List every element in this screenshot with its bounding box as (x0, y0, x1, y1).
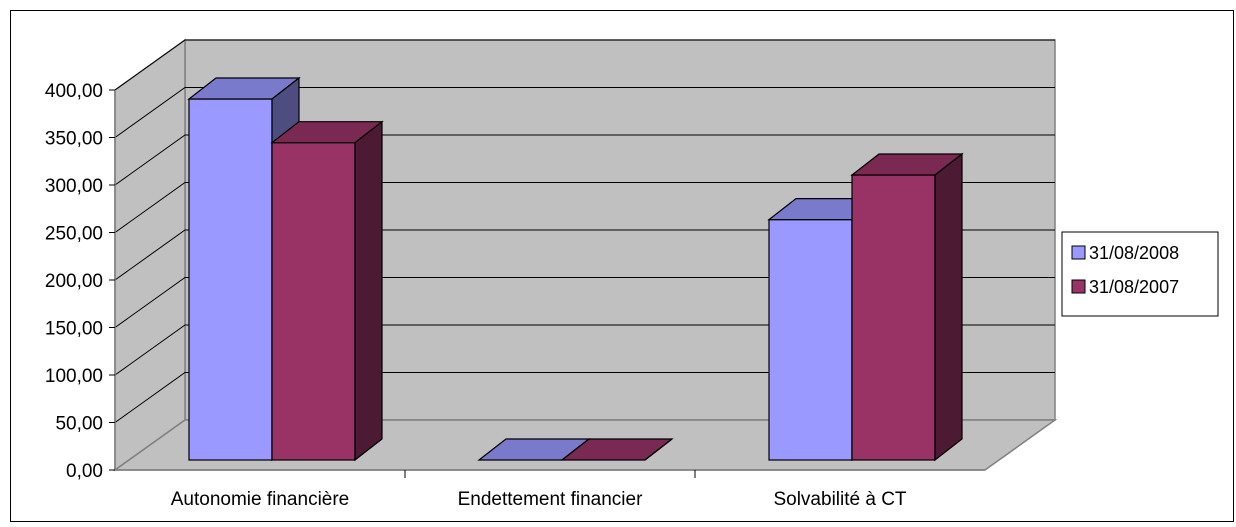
bar (850, 152, 964, 462)
y-axis-tick-labels: 0,00 50,00 100,00 150,00 200,00 250,00 300,00 3… (45, 81, 103, 482)
y-tick-label: 350,00 (45, 129, 103, 150)
y-tick-label: 250,00 (45, 224, 103, 245)
legend-entry-label: 31/08/2008 (1089, 243, 1179, 263)
x-axis-tick-labels: Autonomie financière Endettement financie… (171, 489, 907, 510)
y-tick-label: 100,00 (45, 366, 103, 387)
gridline (114, 372, 1055, 423)
bars (187, 76, 964, 462)
y-tick-label: 200,00 (45, 271, 103, 292)
bar-side-face (644, 438, 673, 461)
bar-side-face (354, 120, 383, 462)
y-tick-label: 150,00 (45, 319, 103, 340)
gridline (114, 134, 1055, 186)
axes (109, 89, 985, 478)
bar (270, 120, 384, 462)
y-tick-label: 300,00 (45, 176, 103, 197)
bar-side-face (934, 152, 963, 462)
bar-front-face (768, 219, 853, 461)
x-tick-label: Endettement financier (458, 489, 644, 510)
y-tick-label: 400,00 (45, 81, 103, 102)
y-tick-label: 0,00 (66, 461, 103, 482)
gridline (114, 324, 1055, 376)
gridline (114, 39, 1055, 91)
gridline (114, 277, 1055, 328)
legend-entry-label: 31/08/2007 (1089, 277, 1179, 297)
x-tick-label: Solvabilité à CT (773, 489, 906, 510)
bar-front-face (188, 98, 273, 461)
legend: 31/08/2008 31/08/2007 (1061, 231, 1219, 317)
x-tick-label: Autonomie financière (171, 489, 350, 510)
bar-front-face (271, 142, 356, 461)
legend-swatch (1071, 245, 1086, 260)
y-tick-label: 50,00 (55, 414, 103, 435)
bar (560, 438, 674, 461)
gridline (114, 229, 1055, 281)
gridlines (114, 39, 1055, 423)
bar-front-face (851, 174, 936, 461)
legend-box (1061, 231, 1219, 317)
gridline (114, 182, 1055, 233)
legend-swatch (1071, 279, 1086, 294)
gridline (114, 87, 1055, 138)
